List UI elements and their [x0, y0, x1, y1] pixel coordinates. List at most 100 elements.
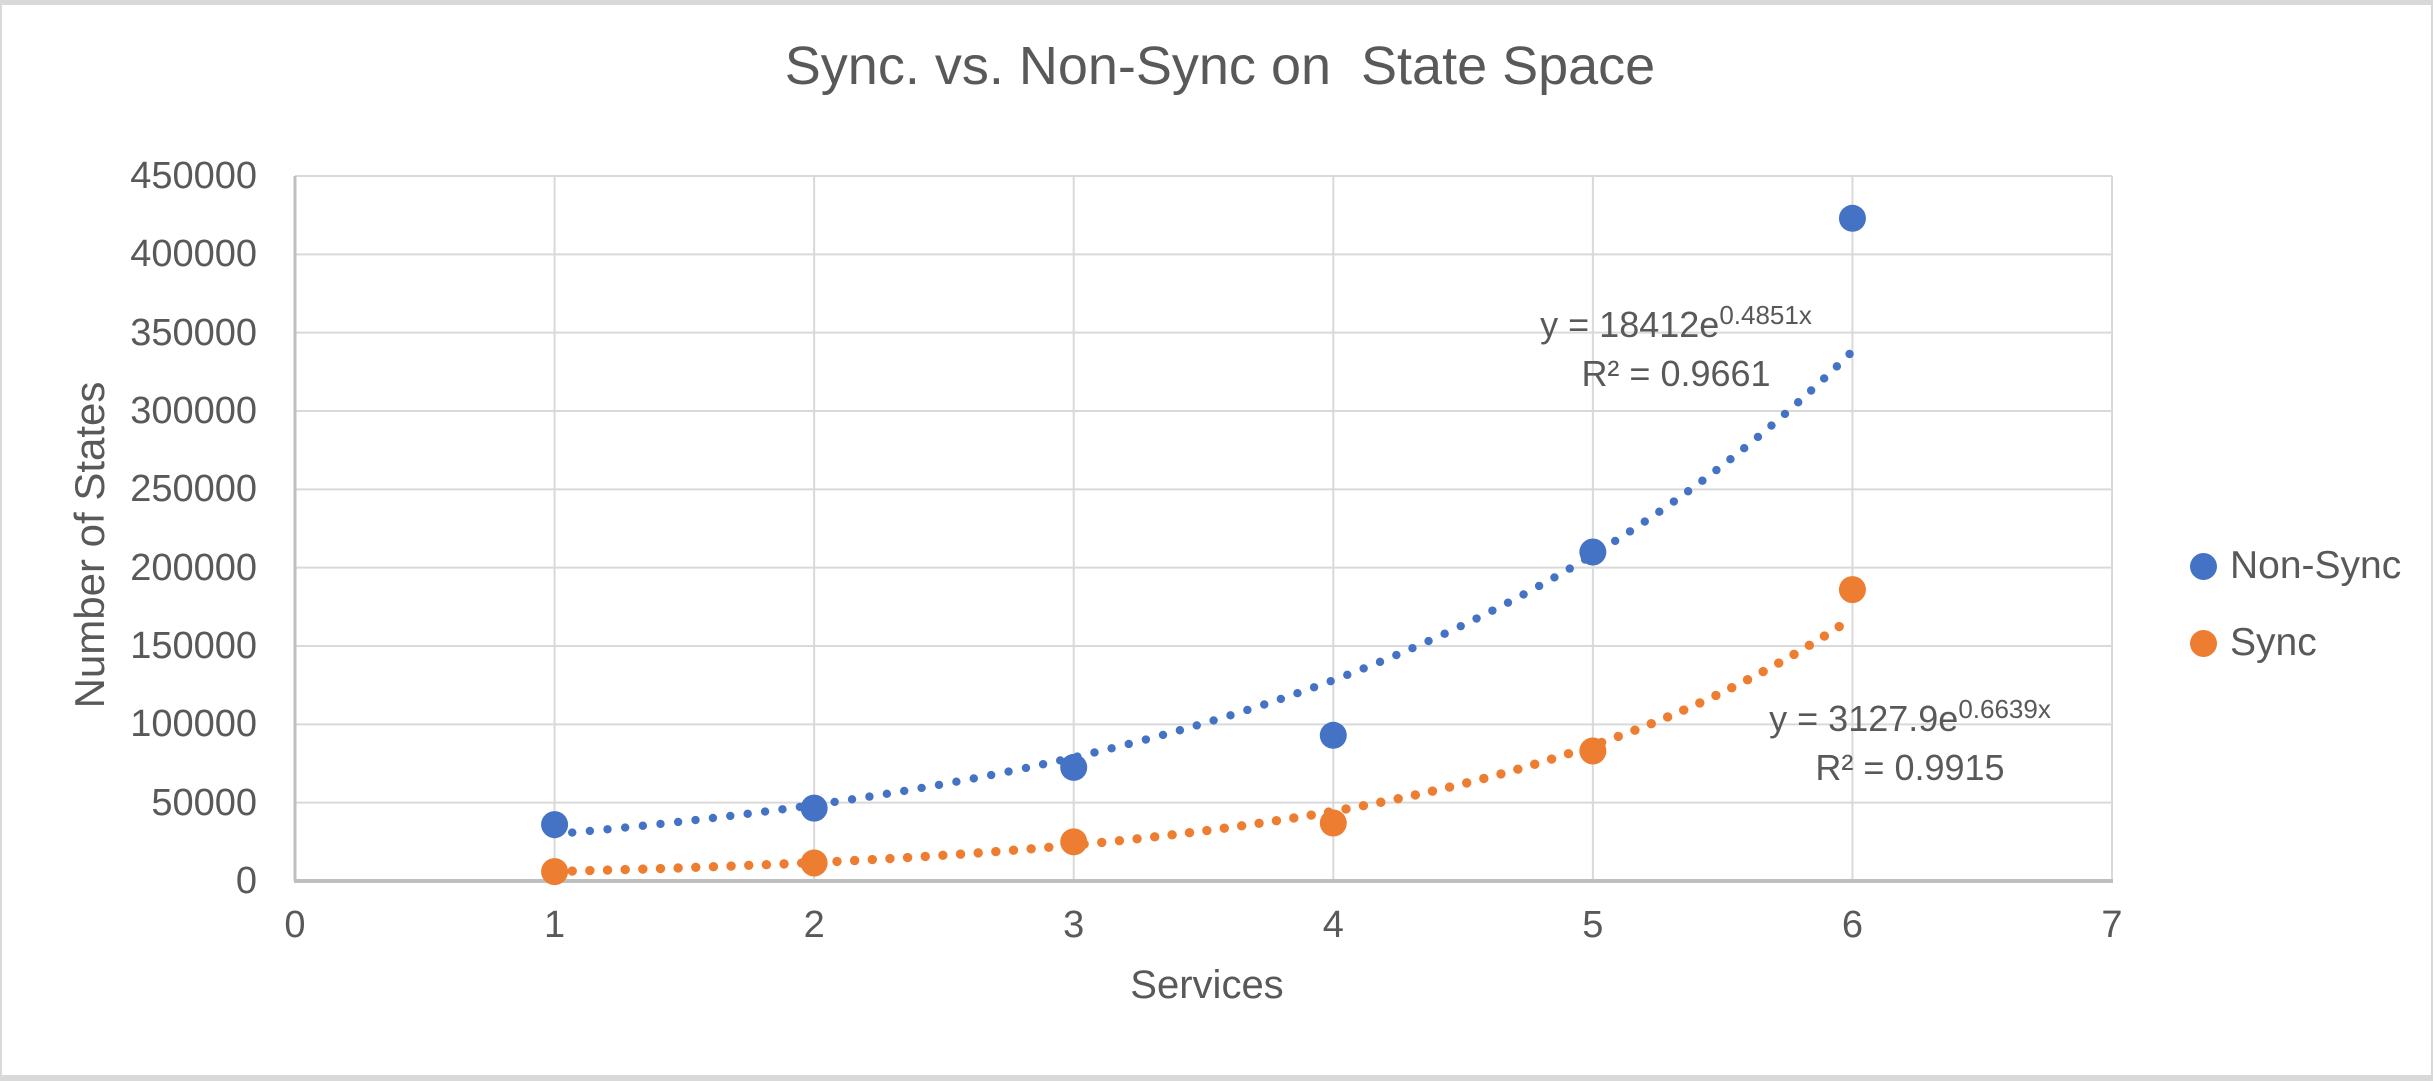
plot-area	[293, 175, 2113, 886]
trendline-dot	[938, 850, 948, 861]
trendline-dot	[1141, 735, 1151, 744]
data-point-sync	[1060, 828, 1088, 856]
trendline-dot	[1662, 712, 1673, 722]
x-tick-label: 1	[543, 904, 566, 946]
trendline-dot	[708, 862, 719, 872]
trendline-dot	[1698, 476, 1707, 485]
data-point-non-sync	[541, 811, 569, 839]
trendline-dot	[761, 859, 772, 870]
trendline-dot	[1610, 536, 1620, 546]
trendline-dot	[1780, 409, 1790, 419]
trendline-dot	[1150, 832, 1160, 842]
trendline-dot	[726, 811, 735, 821]
trendline-dot	[849, 855, 860, 866]
exponent-text: 0.4851x	[1719, 300, 1812, 330]
y-tick-label: 50000	[151, 781, 257, 824]
trendline-dot	[1804, 640, 1815, 651]
trendline-dot	[1184, 828, 1195, 838]
trendline-dot	[1440, 629, 1449, 638]
trendline-dot	[1758, 666, 1768, 677]
trendline-dot	[1640, 517, 1649, 526]
trendline-dot	[1845, 349, 1854, 359]
x-tick-label: 3	[1063, 904, 1085, 946]
legend-marker-sync-icon	[2190, 629, 2217, 657]
x-tick-label: 6	[1841, 904, 1863, 946]
trendline-dot	[1254, 818, 1264, 829]
trendline-dot	[830, 797, 839, 807]
y-tick-label: 450000	[130, 155, 257, 197]
trendline-dot	[902, 852, 913, 863]
trendline-dot	[1669, 497, 1679, 506]
trendline-dot	[1565, 564, 1574, 573]
data-point-sync	[800, 849, 828, 877]
trendline-dot	[1326, 676, 1335, 686]
trendline-dot	[1427, 786, 1438, 796]
trendline-dot	[1124, 739, 1133, 749]
trendline-dot	[1712, 465, 1721, 475]
data-point-non-sync	[1838, 204, 1866, 232]
trendline-dot	[778, 805, 787, 814]
trendline-dot	[744, 860, 754, 871]
trendline-dot	[638, 864, 648, 874]
trendline-dot	[585, 826, 595, 836]
trendline-dot	[1546, 754, 1557, 764]
trendline-dot	[1044, 842, 1054, 853]
trendline-dot	[1550, 573, 1559, 582]
trendline-dot	[708, 813, 718, 823]
trendline-dot	[1625, 527, 1635, 536]
trendline-dot	[691, 862, 701, 873]
x-tick-label: 7	[2101, 904, 2123, 946]
y-tick-label: 350000	[130, 311, 257, 354]
trendline-dot	[620, 823, 630, 832]
trendline-dot	[917, 783, 926, 793]
y-tick-label: 250000	[130, 468, 257, 511]
data-point-non-sync	[1060, 753, 1088, 781]
trendline-dot	[1513, 764, 1523, 774]
trendline-dot	[1393, 793, 1403, 804]
trendline-dot	[1793, 398, 1803, 407]
trendline-dot	[1646, 718, 1656, 729]
data-point-sync	[1838, 576, 1866, 604]
trendline-dot	[952, 777, 961, 786]
trendline-dot	[1834, 621, 1844, 632]
trendline-dot	[1630, 725, 1640, 735]
legend-item-sync: Sync	[2190, 620, 2401, 666]
trendline-dot	[726, 861, 736, 871]
trendline-dot	[1392, 650, 1401, 660]
trendline-dot	[1408, 643, 1417, 653]
trendline-dot	[1727, 683, 1737, 693]
trendline-dot	[1202, 825, 1212, 836]
trendline-dot	[882, 789, 892, 799]
legend-item-non-sync: Non-Sync	[2190, 543, 2401, 589]
trendline-dot	[1358, 800, 1369, 811]
legend-label-non-sync: Non-Sync	[2230, 544, 2402, 587]
trendline-dot	[1107, 744, 1116, 753]
trendline-dot	[1655, 507, 1664, 516]
trendline-dot	[1832, 362, 1842, 371]
y-tick-label: 400000	[130, 233, 257, 276]
trendline-dot	[1462, 778, 1472, 788]
trendline-dot	[760, 807, 770, 816]
trendline-dot	[1341, 804, 1351, 814]
trendline-dot	[1306, 810, 1316, 820]
trendline-dot	[1679, 705, 1689, 715]
exponent-text: 0.6639x	[1958, 694, 2051, 724]
trendline-dot	[1309, 683, 1319, 692]
x-axis-title: Services	[1130, 963, 1284, 1007]
trendline-dot	[1819, 631, 1830, 641]
trendline-dot	[1038, 760, 1048, 769]
trendline-dot	[1260, 700, 1269, 709]
trendline-dot	[832, 856, 842, 867]
trendline-dot	[991, 846, 1001, 857]
trendline-dot	[1097, 837, 1107, 848]
trendline-dot	[1132, 834, 1142, 844]
trendline-dot	[603, 825, 612, 834]
trendline-dot	[585, 865, 595, 876]
y-tick-label: 0	[235, 860, 257, 902]
trendline-dot	[885, 853, 895, 864]
trendline-dot	[1359, 664, 1368, 673]
trendline-dot	[1742, 675, 1753, 685]
trendline-dot	[1271, 815, 1282, 826]
trendline-dot	[1114, 835, 1125, 846]
